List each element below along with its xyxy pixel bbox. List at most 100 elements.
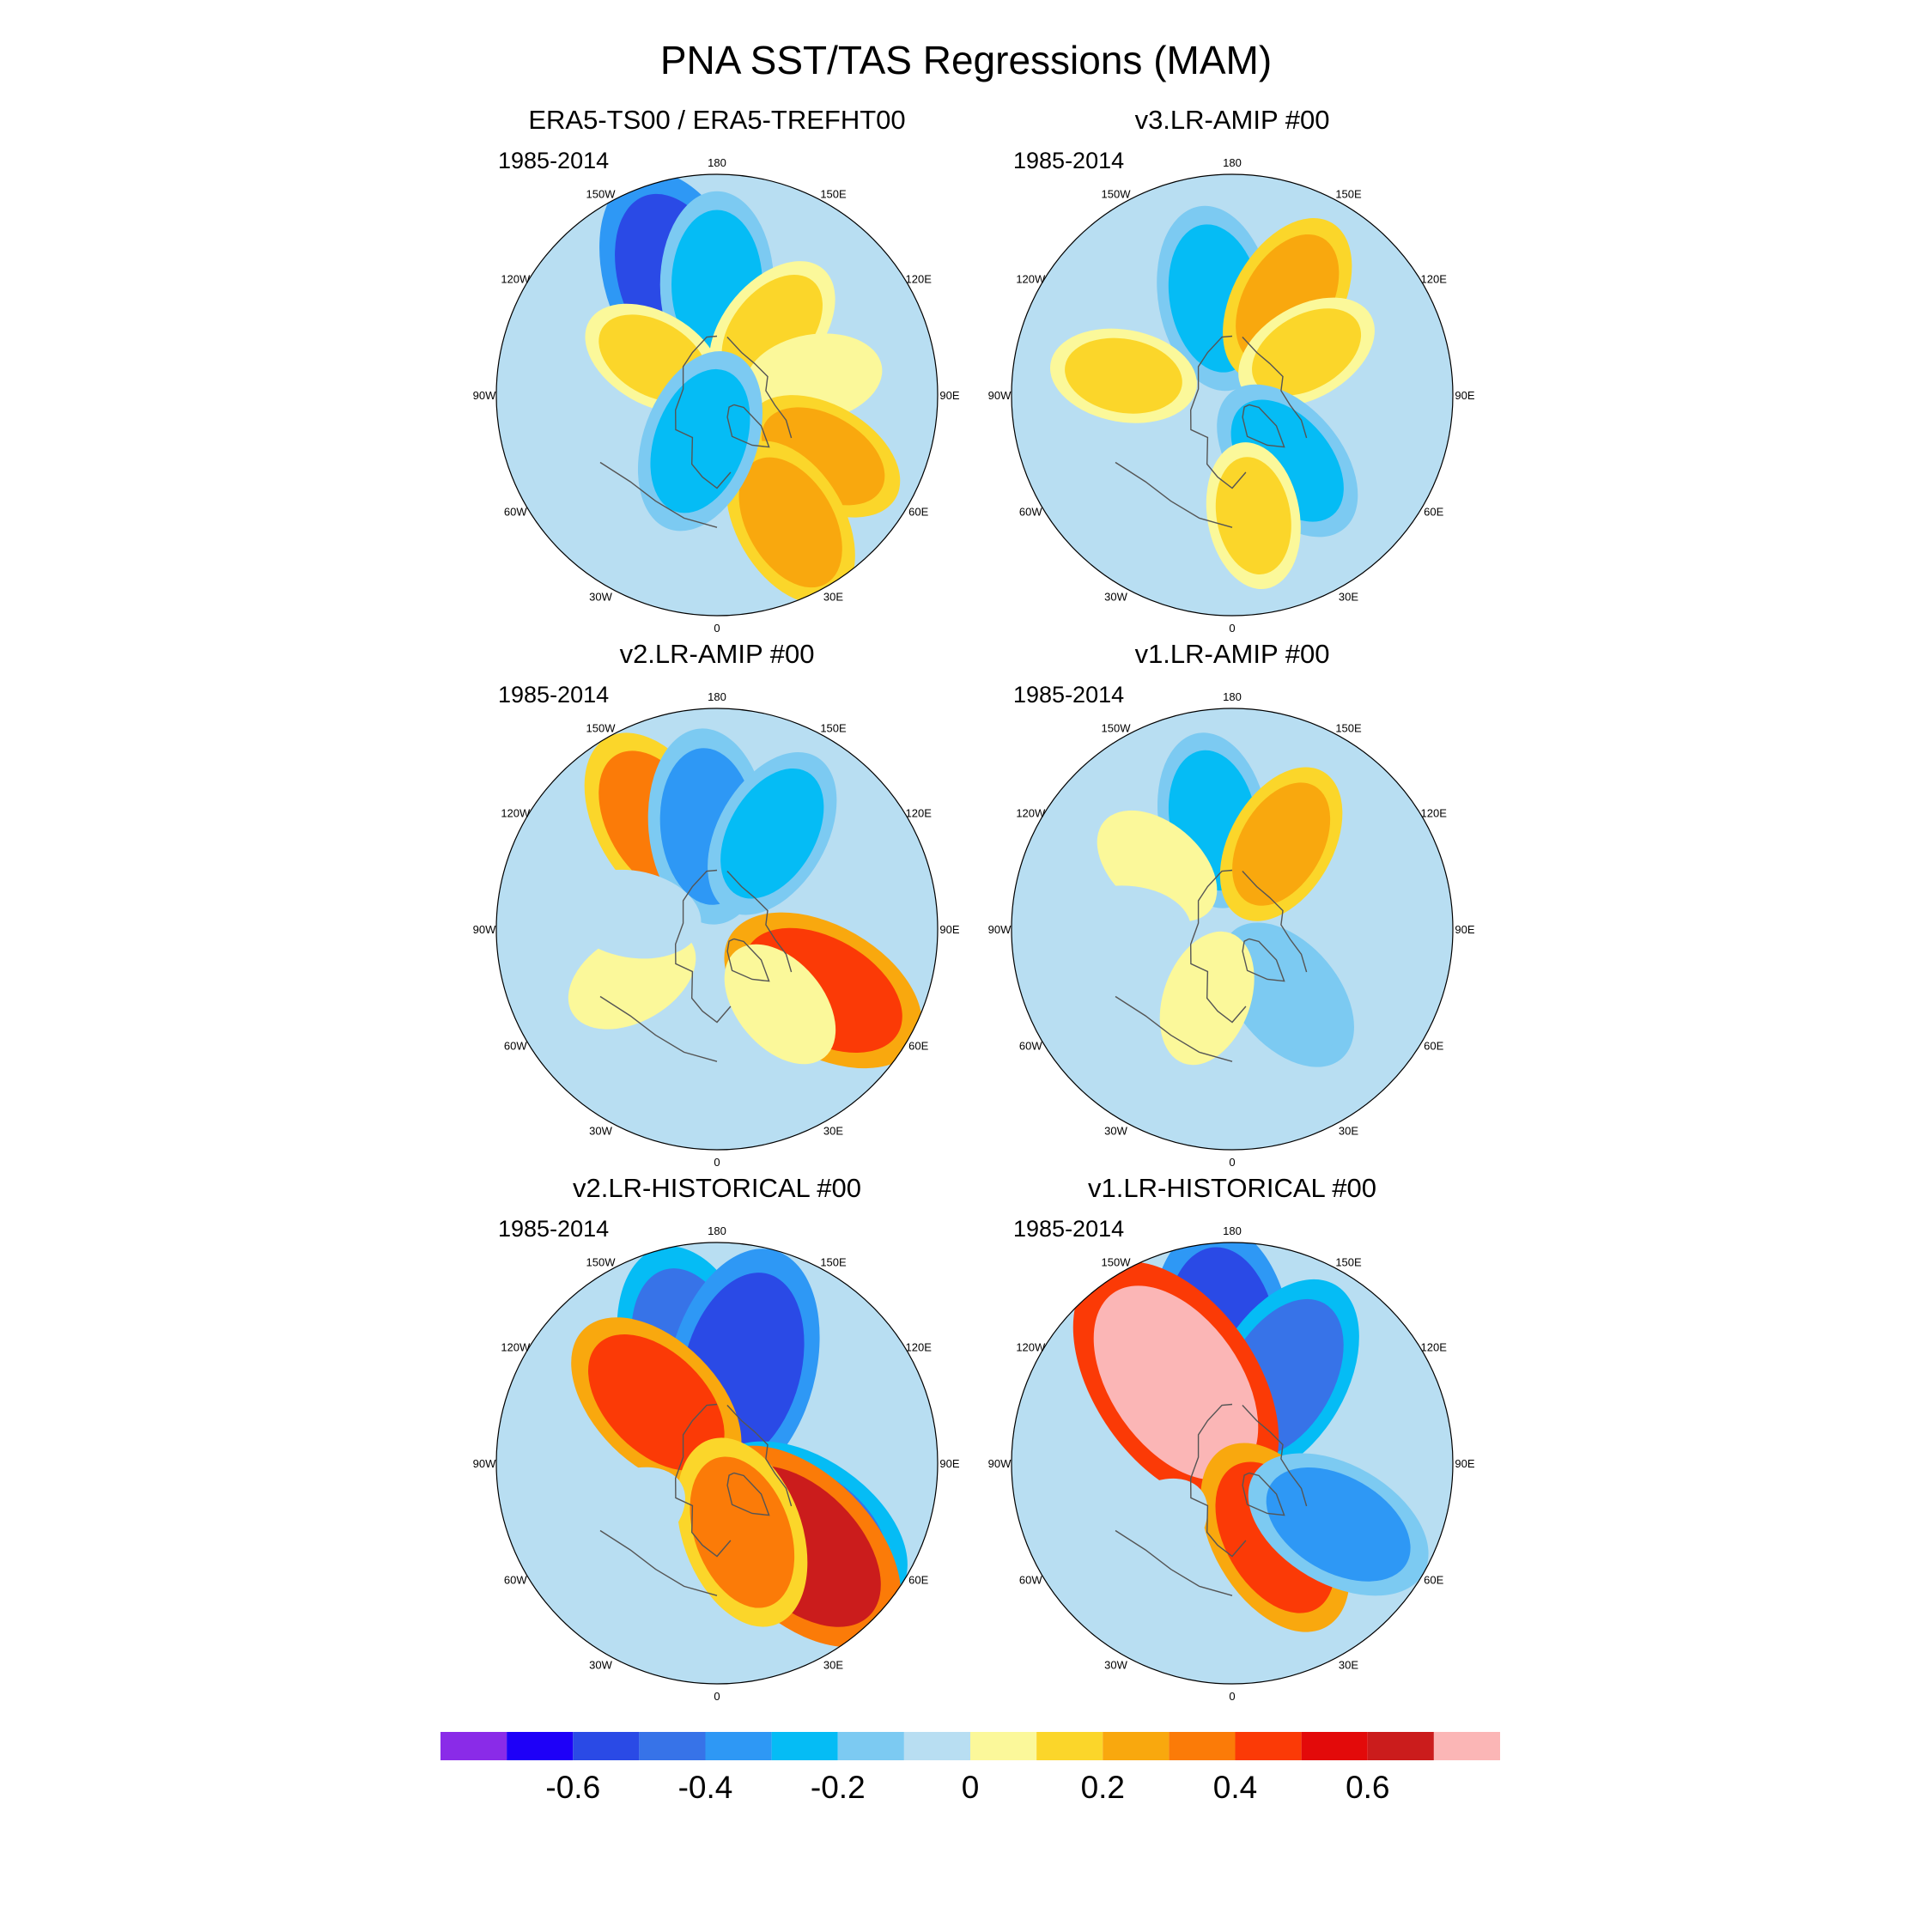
anomaly-core — [1234, 937, 1341, 1053]
colorbar-swatch — [970, 1732, 1037, 1760]
panel-period: 1985-2014 — [498, 148, 609, 173]
map-border — [495, 1242, 939, 1685]
longitude-label: 120W — [1016, 807, 1046, 820]
longitude-label: 180 — [1223, 690, 1242, 703]
longitude-label: 180 — [708, 156, 726, 169]
anomaly-core — [1215, 457, 1291, 574]
colorbar-tick-label: -0.4 — [678, 1770, 733, 1805]
colorbar-swatch — [1433, 1732, 1501, 1760]
longitude-label: 30W — [589, 1659, 612, 1672]
coastline — [726, 404, 770, 448]
coastline — [726, 337, 793, 439]
coastline — [1242, 337, 1308, 439]
anomaly-core — [570, 1477, 673, 1559]
colorbar-swatch — [903, 1732, 971, 1760]
colorbar-swatch — [837, 1732, 904, 1760]
coastline — [599, 1529, 718, 1596]
longitude-label: 60W — [504, 506, 527, 519]
longitude-label: 90E — [939, 389, 959, 402]
longitude-label: 150W — [1102, 187, 1132, 200]
map-panel: 180 150E 120E 90E 60E 30E 0 30W 60W 90W 120W 150W ER… — [473, 105, 960, 635]
longitude-label: 60E — [1424, 1040, 1443, 1053]
coastline — [1242, 938, 1285, 982]
longitude-label: 30E — [1339, 1659, 1358, 1672]
longitude-label: 90E — [1455, 923, 1474, 936]
coastlines — [599, 335, 793, 528]
anomaly-core — [588, 1334, 725, 1471]
panel-period: 1985-2014 — [498, 1216, 609, 1242]
anomaly-core — [720, 768, 824, 899]
longitude-label: 90W — [473, 923, 496, 936]
anomaly-core — [1252, 308, 1362, 396]
longitude-label: 30W — [1104, 591, 1127, 604]
colorbar-swatch — [1036, 1732, 1103, 1760]
longitude-label: 30W — [589, 1125, 612, 1138]
longitude-label: 90W — [988, 923, 1012, 936]
colorbar-swatch — [1235, 1732, 1302, 1760]
coastline — [1115, 1529, 1233, 1596]
coastline — [599, 461, 718, 528]
panel-period: 1985-2014 — [1013, 148, 1124, 173]
coastline — [1189, 1403, 1247, 1558]
coastline — [599, 995, 718, 1062]
map-panel: 180 150E 120E 90E 60E 30E 0 30W 60W 90W 120W 150W v1… — [988, 1173, 1475, 1703]
longitude-label: 60W — [1019, 1574, 1042, 1587]
longitude-label: 150W — [586, 187, 617, 200]
longitude-label: 60W — [1019, 506, 1042, 519]
coastlines — [599, 869, 793, 1062]
longitude-label: 120E — [1421, 807, 1448, 820]
colorbar-swatch — [440, 1732, 507, 1760]
map-border — [495, 173, 939, 617]
colorbar-swatch — [771, 1732, 838, 1760]
coastlines — [1115, 335, 1308, 528]
longitude-label: 60E — [908, 1574, 928, 1587]
map-border — [1011, 1242, 1454, 1685]
coastlines — [1115, 1403, 1308, 1596]
map-border — [1011, 173, 1454, 617]
panel-title: ERA5-TS00 / ERA5-TREFHT00 — [528, 105, 905, 135]
longitude-label: 120W — [501, 807, 531, 820]
longitude-label: 90W — [988, 1457, 1012, 1470]
colorbar-swatch — [1301, 1732, 1368, 1760]
anomaly-core — [1093, 1285, 1259, 1480]
colorbar-swatch — [1169, 1732, 1236, 1760]
coastline — [1242, 404, 1285, 448]
coastline — [674, 335, 732, 489]
map-panel: 180 150E 120E 90E 60E 30E 0 30W 60W 90W 120W 150W v3… — [988, 105, 1475, 635]
longitude-label: 150E — [1335, 721, 1362, 734]
anomaly-field — [1050, 205, 1375, 590]
longitude-label: 30E — [823, 1125, 843, 1138]
colorbar-swatch — [1103, 1732, 1170, 1760]
map-panel: 180 150E 120E 90E 60E 30E 0 30W 60W 90W 120W 150W v2… — [473, 1173, 960, 1703]
anomaly-core — [1232, 782, 1331, 906]
longitude-label: 90W — [988, 389, 1012, 402]
colorbar-swatch — [507, 1732, 574, 1760]
longitude-label: 30E — [823, 1659, 843, 1672]
map-border — [495, 708, 939, 1151]
longitude-label: 90W — [473, 1457, 496, 1470]
coastline — [674, 1403, 732, 1558]
panel-title: v2.LR-AMIP #00 — [620, 639, 815, 669]
colorbar-swatch — [639, 1732, 706, 1760]
longitude-label: 60E — [908, 506, 928, 519]
longitude-label: 180 — [708, 690, 726, 703]
anomaly-core — [1066, 894, 1177, 964]
anomaly-core — [1065, 337, 1182, 414]
panel-title: v3.LR-AMIP #00 — [1135, 105, 1330, 135]
colorbar-tick-label: -0.2 — [811, 1770, 866, 1805]
anomaly-core — [1266, 1467, 1411, 1582]
panel-title: v1.LR-AMIP #00 — [1135, 639, 1330, 669]
anomaly-field — [1052, 732, 1354, 1067]
longitude-label: 120E — [1421, 273, 1448, 286]
longitude-label: 60E — [1424, 1574, 1443, 1587]
panel-title: v1.LR-HISTORICAL #00 — [1088, 1173, 1376, 1203]
longitude-label: 30E — [823, 591, 843, 604]
longitude-label: 90E — [1455, 1457, 1474, 1470]
colorbar: -0.6 -0.4 -0.2 0 0.2 0.4 0.6 — [440, 1732, 1501, 1805]
panel-period: 1985-2014 — [1013, 1216, 1124, 1242]
coastlines — [599, 1403, 793, 1596]
main-title: PNA SST/TAS Regressions (MAM) — [660, 38, 1272, 82]
longitude-label: 0 — [714, 622, 720, 635]
colorbar-tick-label: -0.6 — [545, 1770, 600, 1805]
